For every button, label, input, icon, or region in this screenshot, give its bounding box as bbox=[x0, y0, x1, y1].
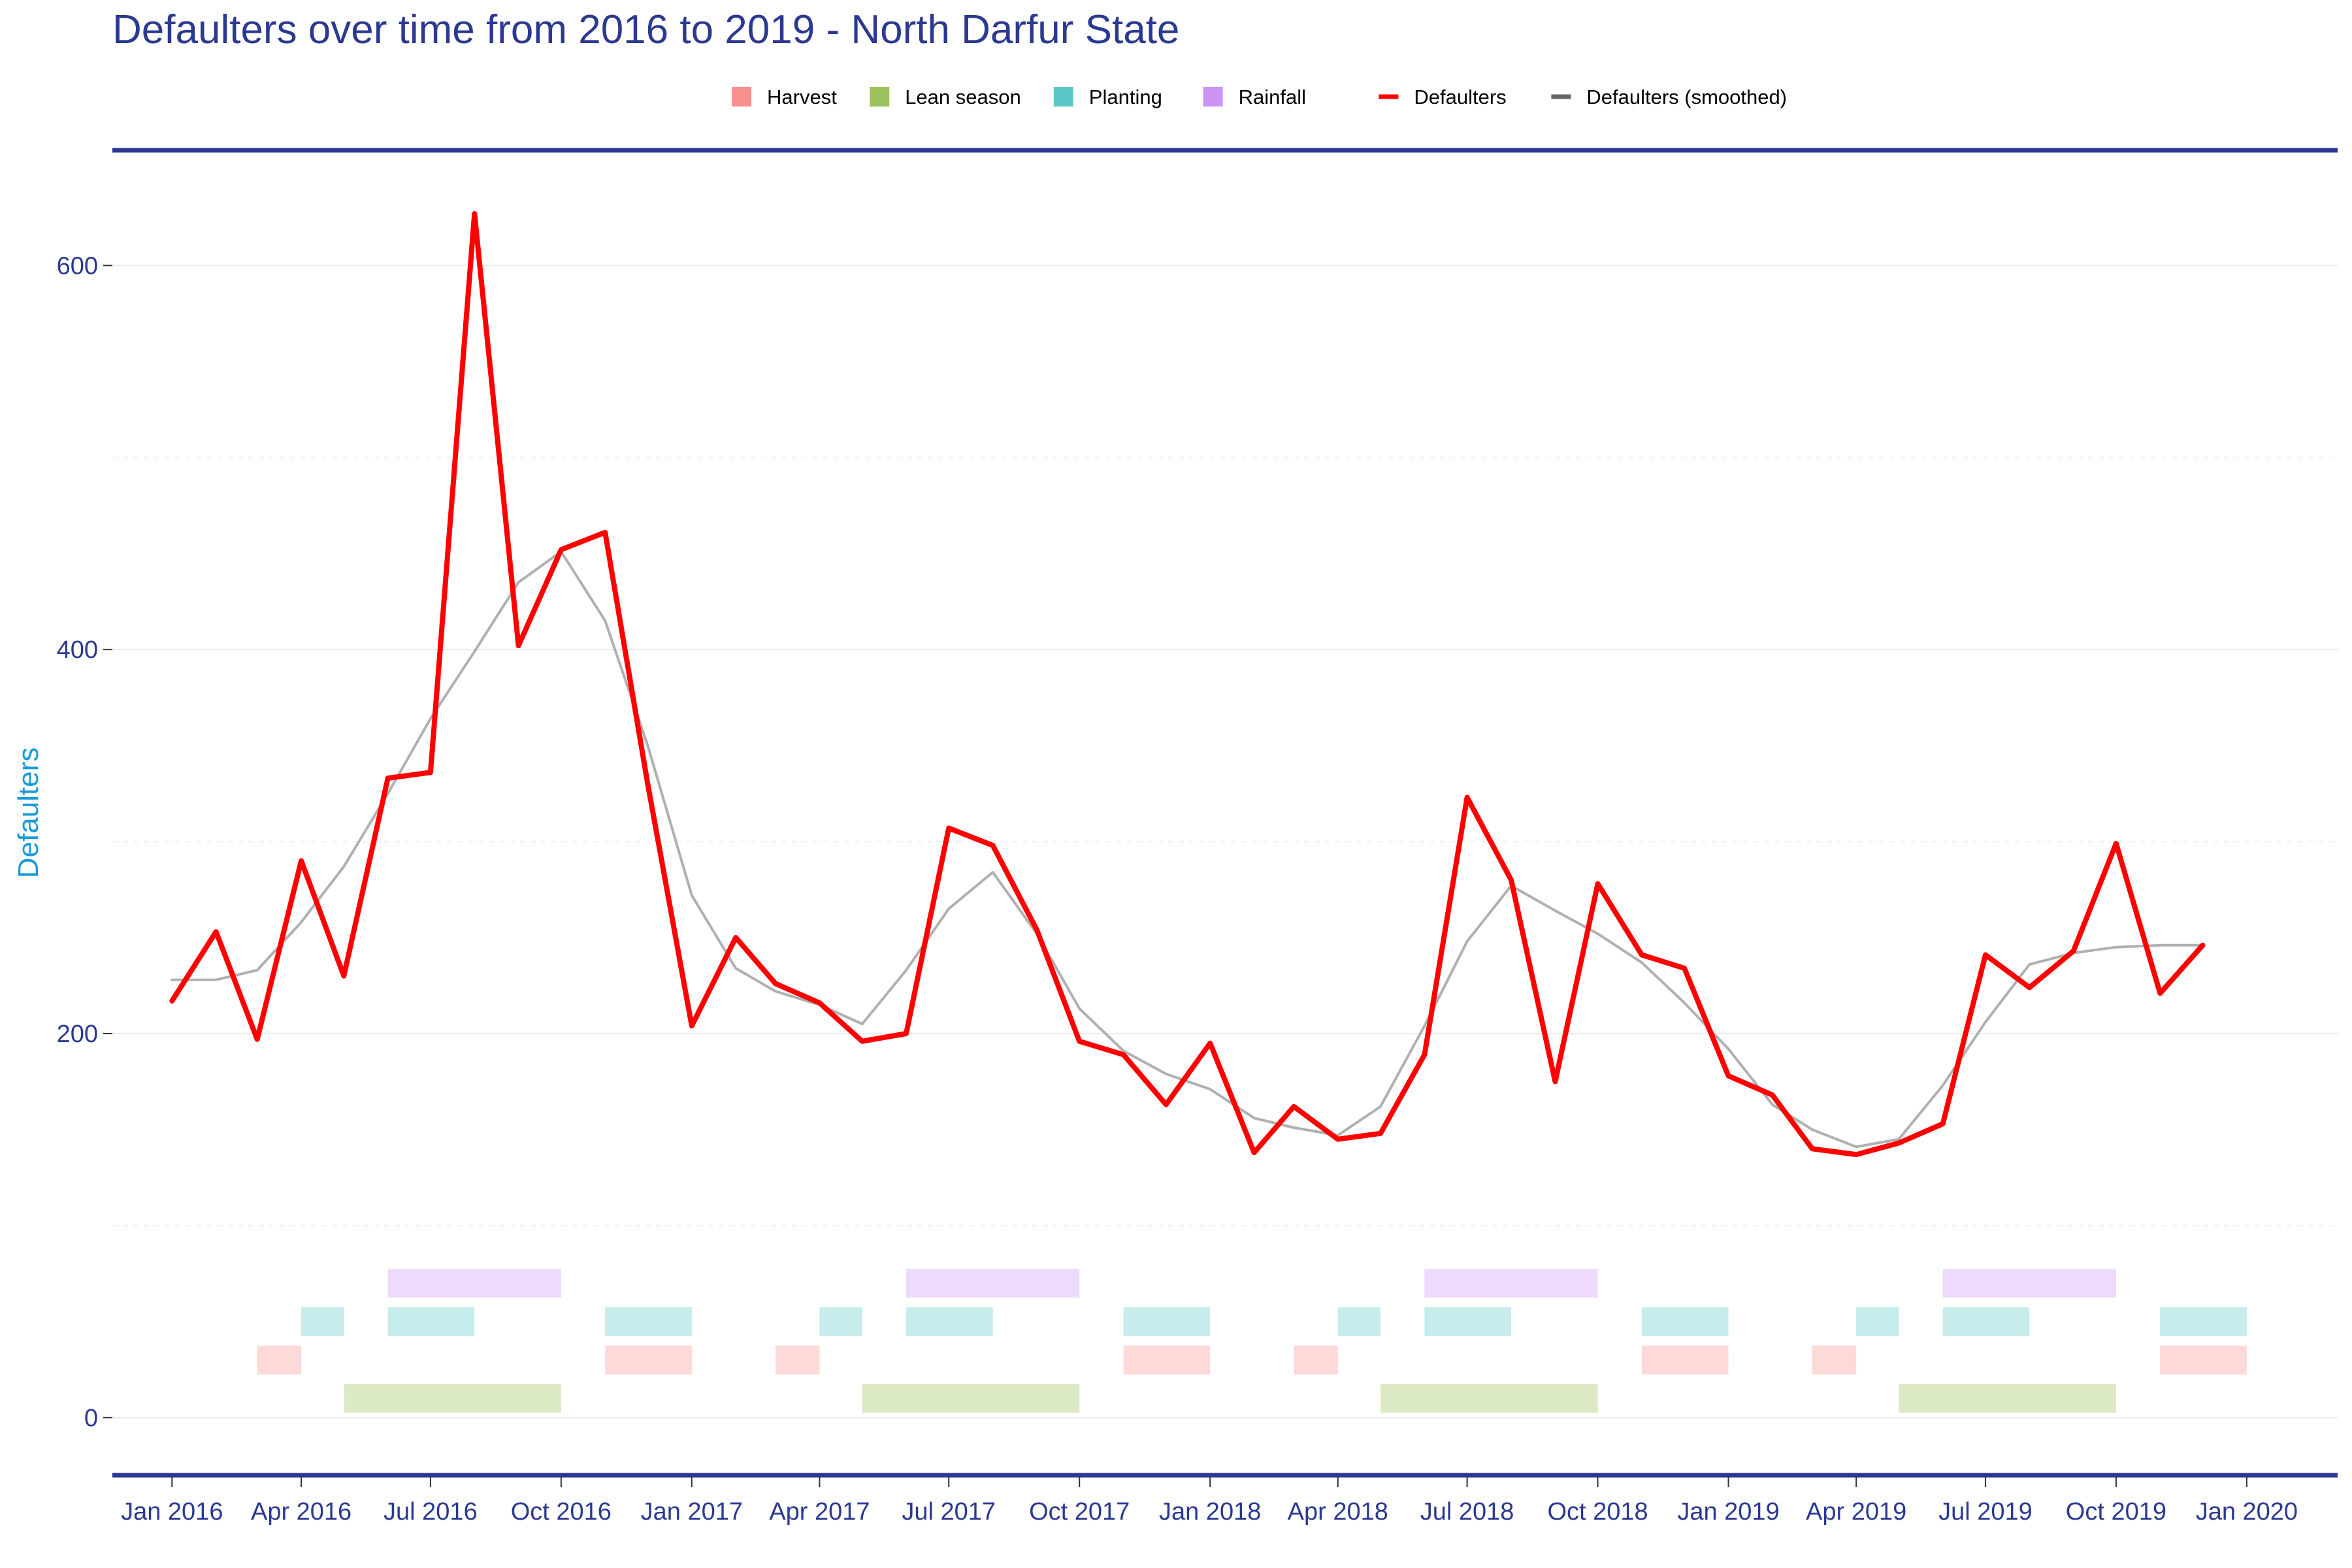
season-band-lean-season bbox=[862, 1384, 1080, 1413]
series-line-defaulters bbox=[169, 211, 2206, 1158]
series-line-defaulters-smoothed bbox=[171, 550, 2204, 1149]
season-band-harvest bbox=[1641, 1345, 1729, 1375]
season-band-planting bbox=[1337, 1307, 1381, 1336]
season-band-planting bbox=[819, 1307, 862, 1336]
season-band-planting bbox=[1424, 1307, 1511, 1336]
season-band-planting bbox=[2160, 1307, 2247, 1336]
x-tick-label: Jan 2016 bbox=[121, 1498, 223, 1526]
legend-key-lean-season bbox=[870, 87, 890, 106]
x-tick-label: Oct 2016 bbox=[511, 1498, 612, 1526]
series-lines bbox=[169, 211, 2206, 1158]
x-tick-label: Oct 2017 bbox=[1029, 1498, 1130, 1526]
x-tick-label: Oct 2019 bbox=[2066, 1498, 2166, 1526]
legend-key-rainfall bbox=[1203, 87, 1223, 106]
y-tick-label: 200 bbox=[57, 1021, 98, 1048]
legend-key-harvest bbox=[732, 87, 751, 106]
x-tick-label: Apr 2018 bbox=[1288, 1498, 1388, 1526]
y-tick-label: 400 bbox=[57, 636, 98, 664]
grid bbox=[112, 265, 2338, 1418]
x-tick-label: Apr 2016 bbox=[251, 1498, 351, 1526]
season-band-planting bbox=[906, 1307, 993, 1336]
x-tick-label: Oct 2018 bbox=[1547, 1498, 1648, 1526]
season-bands bbox=[257, 1269, 2247, 1413]
season-band-rainfall bbox=[1424, 1269, 1598, 1298]
legend-label-planting: Planting bbox=[1089, 86, 1162, 108]
season-band-planting bbox=[387, 1307, 475, 1336]
x-tick-label: Jan 2020 bbox=[2196, 1498, 2298, 1526]
season-band-lean-season bbox=[1899, 1384, 2116, 1413]
plot-frame bbox=[112, 148, 2338, 1478]
season-band-harvest bbox=[605, 1345, 692, 1375]
legend-key-planting bbox=[1053, 87, 1073, 106]
y-tick-label: 600 bbox=[57, 252, 98, 280]
season-band-planting bbox=[1123, 1307, 1211, 1336]
legend-label-defaulters-smoothed: Defaulters (smoothed) bbox=[1586, 86, 1787, 108]
x-axis: Jan 2016 Apr 2016 Jul 2016 Oct 2016 Jan 2017… bbox=[121, 1477, 2298, 1526]
y-tick-label: 0 bbox=[84, 1405, 98, 1432]
season-band-planting bbox=[301, 1307, 344, 1336]
season-band-harvest bbox=[1812, 1345, 1857, 1375]
x-tick-label: Jan 2018 bbox=[1159, 1498, 1261, 1526]
x-tick-label: Jan 2019 bbox=[1677, 1498, 1779, 1526]
legend-label-rainfall: Rainfall bbox=[1239, 86, 1306, 108]
season-band-rainfall bbox=[387, 1269, 561, 1298]
legend-label-lean-season: Lean season bbox=[905, 86, 1021, 108]
y-axis: 0 200 400 600 bbox=[57, 252, 112, 1432]
season-band-harvest bbox=[776, 1345, 820, 1375]
x-tick-label: Jul 2017 bbox=[902, 1498, 996, 1526]
season-band-harvest bbox=[1123, 1345, 1211, 1375]
season-band-harvest bbox=[257, 1345, 302, 1375]
season-band-harvest bbox=[1294, 1345, 1338, 1375]
season-band-rainfall bbox=[1942, 1269, 2116, 1298]
x-tick-label: Apr 2017 bbox=[769, 1498, 870, 1526]
x-tick-label: Jul 2016 bbox=[384, 1498, 478, 1526]
x-tick-label: Jul 2018 bbox=[1420, 1498, 1514, 1526]
season-band-planting bbox=[1856, 1307, 1899, 1336]
season-band-harvest bbox=[2160, 1345, 2247, 1375]
x-tick-label: Jul 2019 bbox=[1938, 1498, 2033, 1526]
season-band-planting bbox=[605, 1307, 692, 1336]
x-tick-label: Jan 2017 bbox=[641, 1498, 743, 1526]
season-band-lean-season bbox=[1380, 1384, 1598, 1413]
y-axis-label: Defaulters bbox=[12, 747, 44, 879]
season-band-lean-season bbox=[344, 1384, 561, 1413]
chart-title: Defaulters over time from 2016 to 2019 -… bbox=[112, 7, 1179, 52]
legend-label-harvest: Harvest bbox=[767, 86, 837, 108]
x-tick-label: Apr 2019 bbox=[1806, 1498, 1906, 1526]
legend: Harvest Lean season Planting Rainfall Defaul… bbox=[732, 86, 1787, 108]
season-band-rainfall bbox=[906, 1269, 1080, 1298]
season-band-planting bbox=[1942, 1307, 2030, 1336]
legend-label-defaulters: Defaulters bbox=[1414, 86, 1506, 108]
season-band-planting bbox=[1641, 1307, 1729, 1336]
